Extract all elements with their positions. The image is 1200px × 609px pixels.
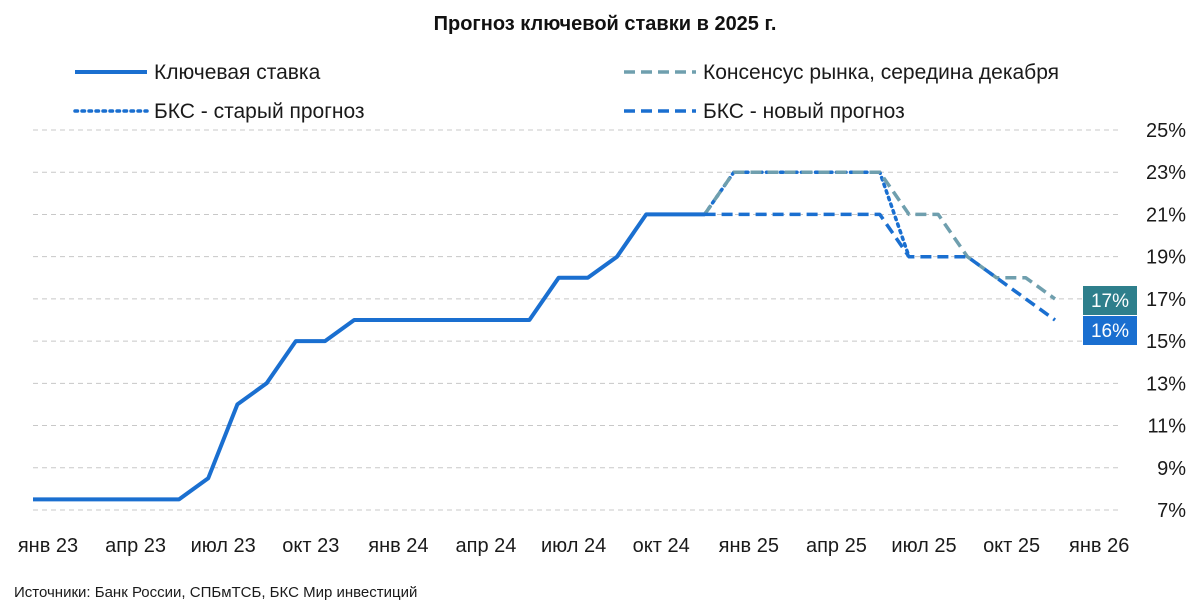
series-group bbox=[33, 170, 1057, 502]
y-tick-label: 21% bbox=[1146, 204, 1186, 226]
x-tick-label: апр 23 bbox=[105, 535, 166, 557]
y-tick-label: 19% bbox=[1146, 247, 1186, 269]
x-tick-label: янв 24 bbox=[368, 535, 428, 557]
x-tick-label: янв 23 bbox=[18, 535, 78, 557]
series-line-3 bbox=[704, 212, 1057, 322]
x-tick-label: апр 25 bbox=[806, 535, 867, 557]
x-tick-label: июл 24 bbox=[541, 535, 606, 557]
legend-label: Консенсус рынка, середина декабря bbox=[703, 61, 1059, 84]
legend-label: БКС - старый прогноз bbox=[154, 100, 365, 123]
x-tick-label: июл 23 bbox=[191, 535, 256, 557]
end-label-box bbox=[1083, 316, 1137, 345]
legend: Ключевая ставка Консенсус рынка, середина… bbox=[73, 61, 1059, 123]
chart-title: Прогноз ключевой ставки в 2025 г. bbox=[434, 13, 777, 35]
end-value-labels: 17%16% bbox=[1083, 286, 1137, 345]
y-tick-label: 17% bbox=[1146, 289, 1186, 311]
y-tick-label: 25% bbox=[1146, 120, 1186, 142]
x-tick-label: апр 24 bbox=[456, 535, 517, 557]
x-axis-ticks: янв 23 апр 23 июл 23 окт 23 янв 24 апр 24 июл … bbox=[18, 535, 1130, 557]
y-tick-label: 23% bbox=[1146, 162, 1186, 184]
legend-label: Ключевая ставка bbox=[154, 61, 321, 84]
y-axis-ticks: 25% 23% 21% 19% 17% 15% 13% 11% 9% 7% bbox=[1146, 120, 1186, 522]
end-label-text: 17% bbox=[1091, 291, 1129, 312]
end-label-text: 16% bbox=[1091, 321, 1129, 342]
x-tick-label: окт 23 bbox=[282, 535, 339, 557]
end-label-box bbox=[1083, 286, 1137, 315]
y-tick-label: 7% bbox=[1157, 500, 1186, 522]
x-tick-label: окт 24 bbox=[633, 535, 690, 557]
y-tick-label: 13% bbox=[1146, 373, 1186, 395]
y-tick-label: 11% bbox=[1147, 416, 1186, 438]
y-tick-label: 9% bbox=[1157, 458, 1186, 480]
x-tick-label: янв 26 bbox=[1069, 535, 1129, 557]
x-tick-label: янв 25 bbox=[719, 535, 779, 557]
legend-label: БКС - новый прогноз bbox=[703, 100, 905, 123]
source-note: Источники: Банк России, СПБмТСБ, БКС Мир… bbox=[14, 584, 417, 601]
series-line-1 bbox=[703, 170, 1057, 301]
x-tick-label: июл 25 bbox=[891, 535, 956, 557]
y-tick-label: 15% bbox=[1146, 331, 1186, 353]
x-tick-label: окт 25 bbox=[983, 535, 1040, 557]
gridlines bbox=[33, 129, 1118, 511]
series-line-0 bbox=[33, 212, 705, 502]
